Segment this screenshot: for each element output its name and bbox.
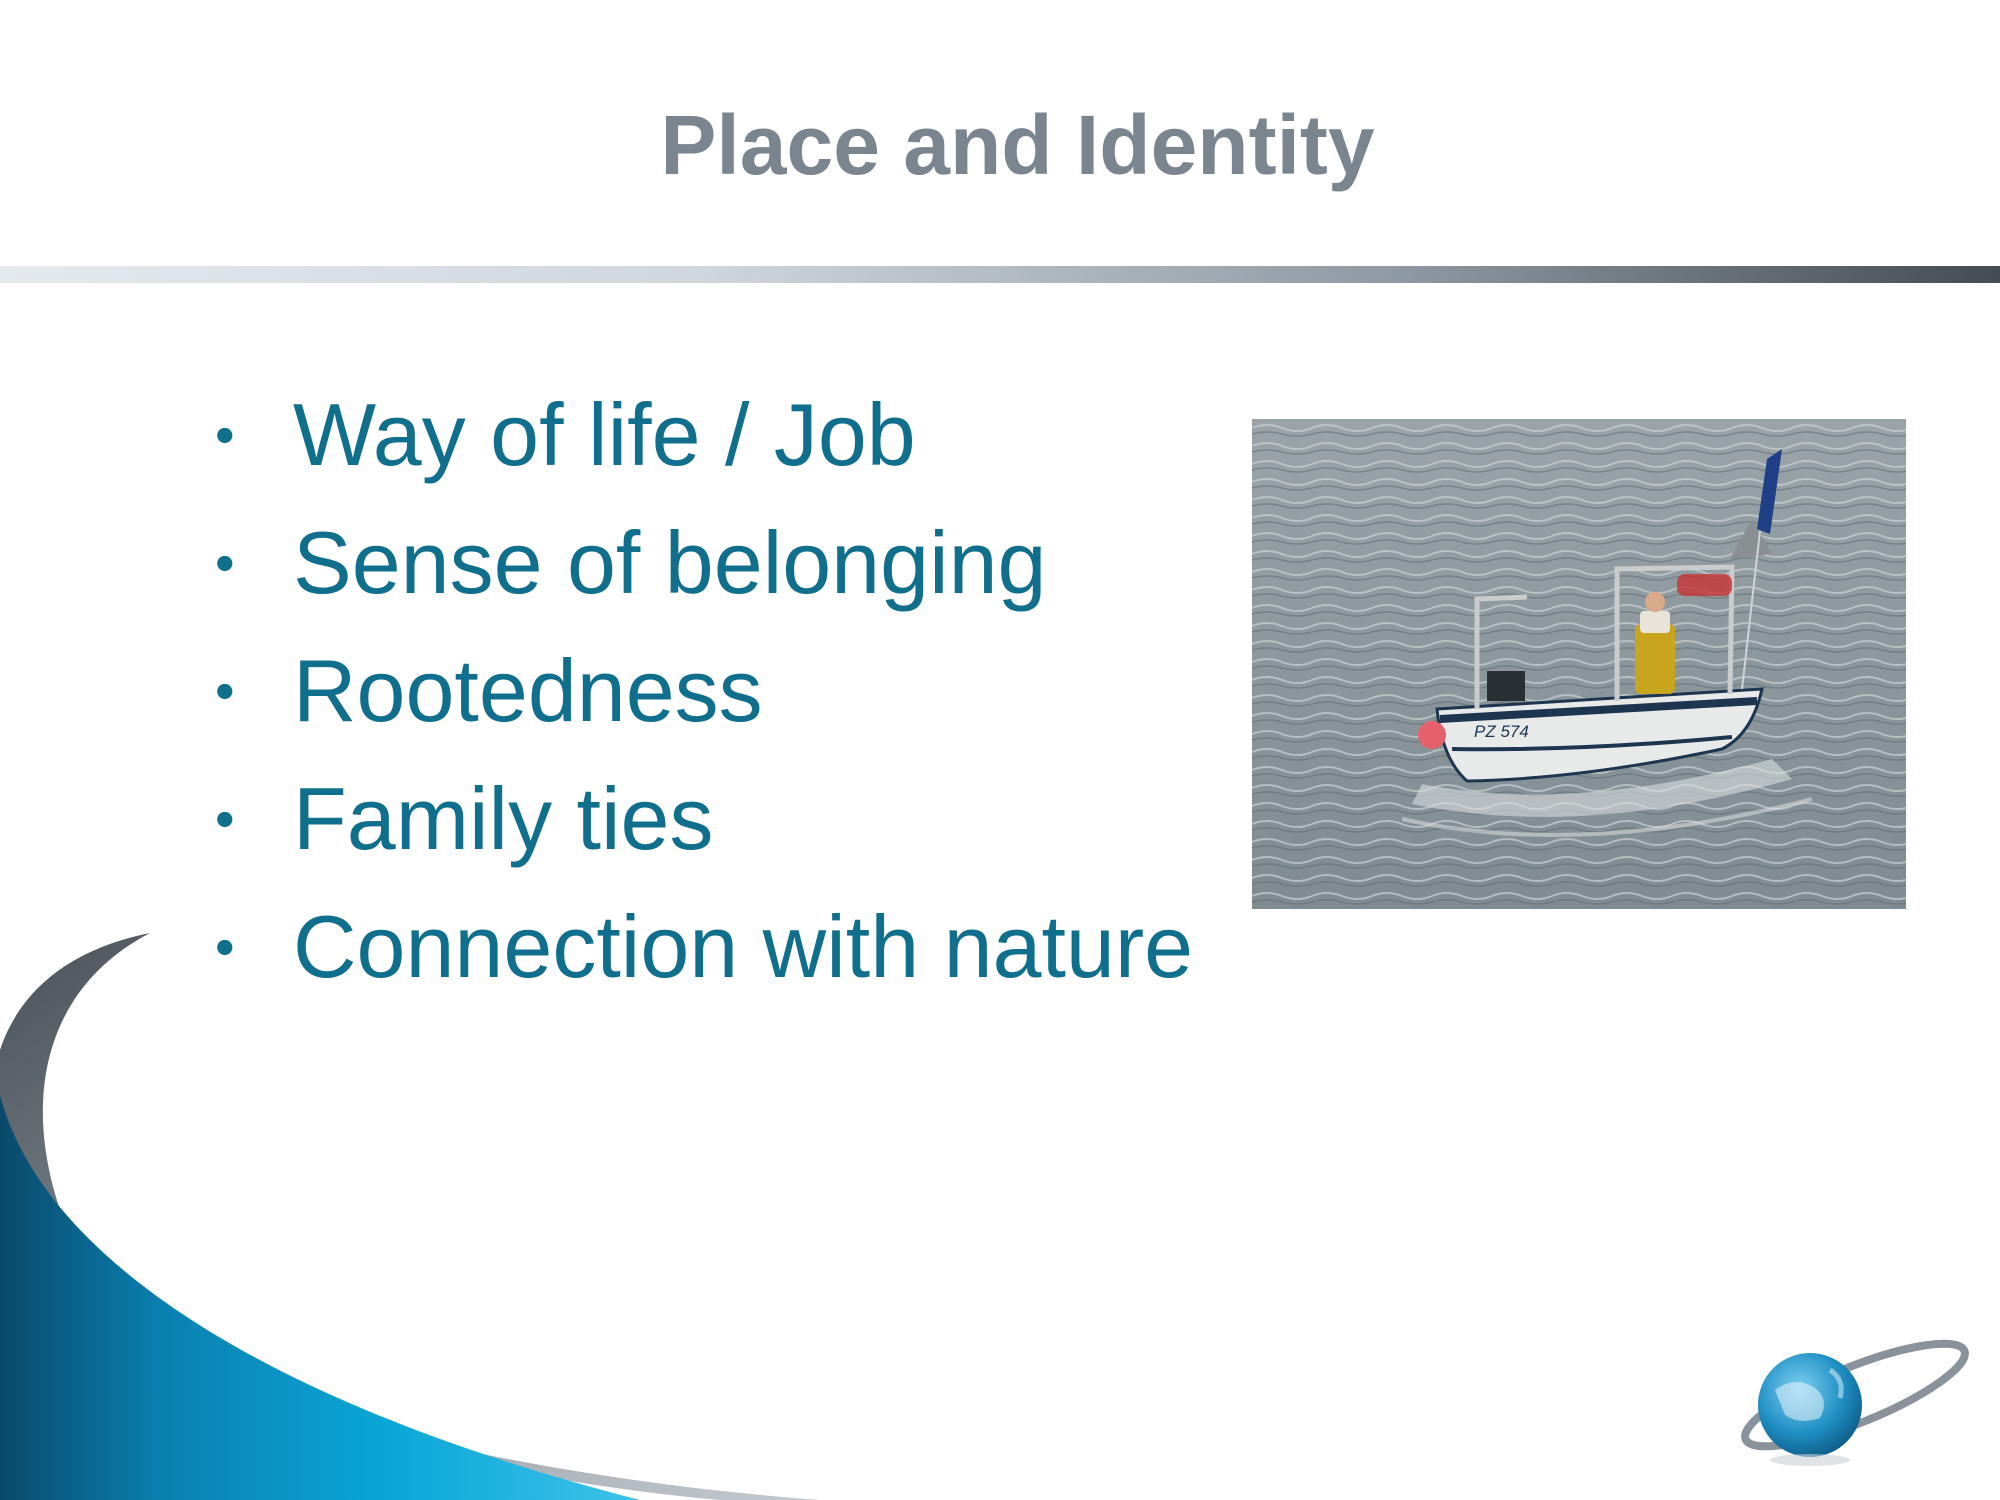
bullet-marker: • [215,659,235,722]
bullet-marker: • [215,403,235,466]
globe-logo-icon [1741,1339,1969,1466]
slide-title: Place and Identity [660,98,1375,192]
bullet-marker: • [215,915,235,978]
bullet-text: Way of life / Job [293,385,916,484]
title-divider [0,266,2000,283]
bullet-text: Rootedness [293,641,763,740]
bullet-marker: • [215,787,235,850]
fishing-boat-photo: PZ 574 [1252,419,1906,909]
bullet-text: Sense of belonging [293,513,1047,612]
bullet-text: Family ties [293,769,714,868]
bullet-text: Connection with nature [293,897,1194,996]
bullet-marker: • [215,531,235,594]
boat-registration: PZ 574 [1474,722,1529,741]
